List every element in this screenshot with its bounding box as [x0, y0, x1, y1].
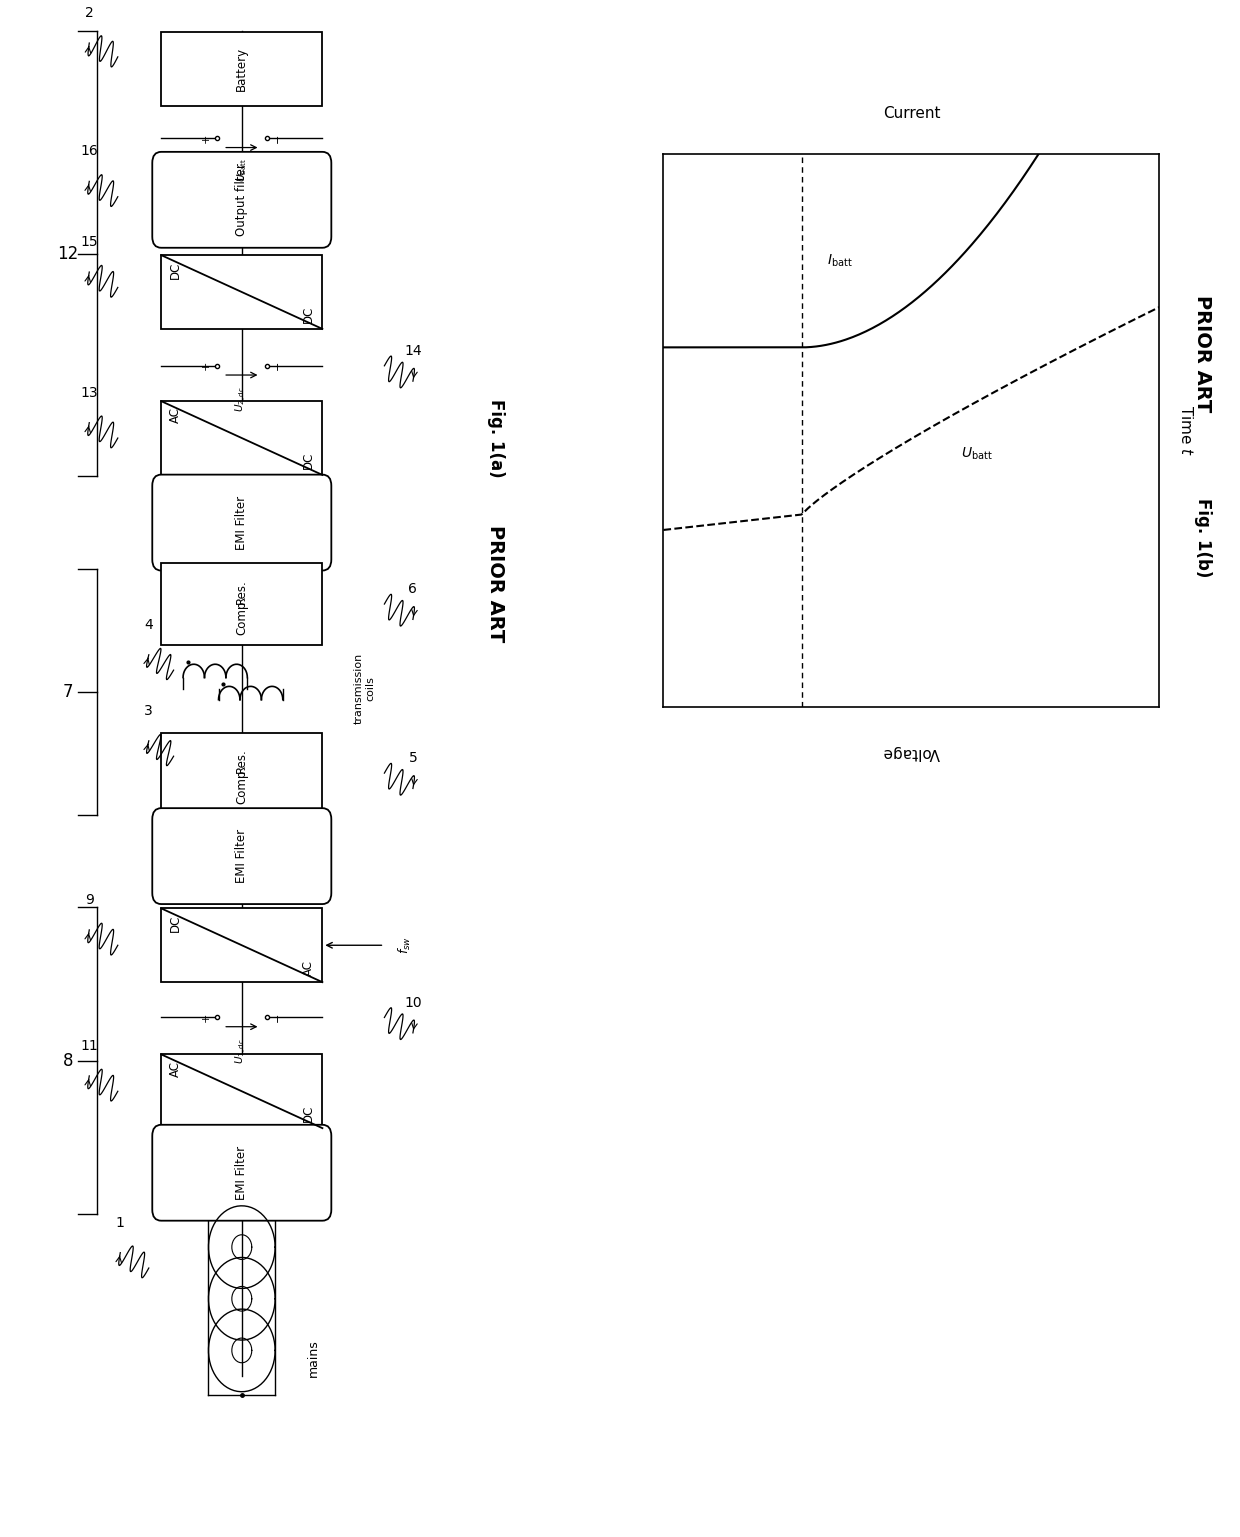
Text: Res.: Res. — [236, 749, 248, 773]
Text: DC: DC — [303, 1105, 315, 1122]
Text: 9: 9 — [84, 893, 94, 907]
Text: Battery: Battery — [236, 48, 248, 91]
Bar — [161, 733, 322, 813]
Text: 1: 1 — [115, 1216, 125, 1230]
FancyBboxPatch shape — [153, 808, 331, 904]
Text: 3: 3 — [144, 704, 154, 718]
Text: DC: DC — [303, 452, 315, 469]
Text: EMI Filter: EMI Filter — [236, 1145, 248, 1200]
Text: Output filter: Output filter — [236, 163, 248, 237]
Text: 13: 13 — [81, 386, 98, 400]
Text: 4: 4 — [144, 618, 154, 632]
Text: $f_{sw}$: $f_{sw}$ — [397, 936, 413, 954]
Text: Current: Current — [883, 106, 940, 120]
Text: DC: DC — [169, 261, 181, 278]
Text: DC: DC — [303, 306, 315, 323]
Text: 6: 6 — [408, 583, 418, 596]
Text: DC: DC — [169, 915, 181, 931]
Text: 16: 16 — [81, 144, 98, 158]
Text: PRIOR ART: PRIOR ART — [1193, 295, 1213, 412]
Text: 5: 5 — [408, 752, 418, 765]
Text: −: − — [273, 361, 283, 370]
FancyBboxPatch shape — [153, 475, 331, 570]
Text: Time $t$: Time $t$ — [1178, 404, 1194, 456]
Text: Voltage: Voltage — [883, 745, 940, 761]
Text: 11: 11 — [81, 1039, 98, 1053]
Text: $U_{\mathrm{batt}}$: $U_{\mathrm{batt}}$ — [234, 158, 249, 183]
Text: Fig. 1(a): Fig. 1(a) — [487, 398, 505, 478]
Text: AC: AC — [169, 407, 181, 423]
Text: transmission
coils: transmission coils — [353, 653, 374, 724]
Text: Res.: Res. — [236, 579, 248, 604]
Text: −: − — [273, 134, 283, 143]
Text: $U_{\mathrm{batt}}$: $U_{\mathrm{batt}}$ — [961, 446, 993, 463]
Text: AC: AC — [303, 961, 315, 976]
Text: $I_{\mathrm{batt}}$: $I_{\mathrm{batt}}$ — [827, 252, 853, 269]
Bar — [161, 1054, 322, 1128]
FancyBboxPatch shape — [153, 152, 331, 247]
Bar — [161, 255, 322, 329]
Text: $U_{2,\mathrm{dc}}$: $U_{2,\mathrm{dc}}$ — [234, 386, 249, 412]
Text: 10: 10 — [404, 996, 422, 1010]
Text: Comp.: Comp. — [236, 598, 248, 635]
FancyBboxPatch shape — [153, 1125, 331, 1220]
Text: +: + — [201, 361, 211, 370]
Text: 7: 7 — [63, 682, 73, 701]
Bar — [161, 908, 322, 982]
Text: 8: 8 — [63, 1051, 73, 1070]
Text: EMI Filter: EMI Filter — [236, 495, 248, 550]
Text: $U_{1,\mathrm{dc}}$: $U_{1,\mathrm{dc}}$ — [234, 1037, 249, 1064]
Text: AC: AC — [169, 1061, 181, 1076]
Text: −: − — [273, 1013, 283, 1022]
Bar — [161, 401, 322, 475]
Text: 14: 14 — [404, 344, 422, 358]
Text: +: + — [201, 134, 211, 143]
Text: Fig. 1(b): Fig. 1(b) — [1194, 498, 1211, 578]
Bar — [161, 564, 322, 644]
Text: +: + — [201, 1013, 211, 1022]
Text: EMI Filter: EMI Filter — [236, 828, 248, 884]
Bar — [161, 32, 322, 106]
Text: 15: 15 — [81, 235, 98, 249]
Text: PRIOR ART: PRIOR ART — [486, 526, 506, 642]
Text: mains: mains — [306, 1339, 320, 1377]
Text: 12: 12 — [57, 244, 79, 263]
Text: Comp.: Comp. — [236, 767, 248, 804]
Text: 2: 2 — [84, 6, 94, 20]
